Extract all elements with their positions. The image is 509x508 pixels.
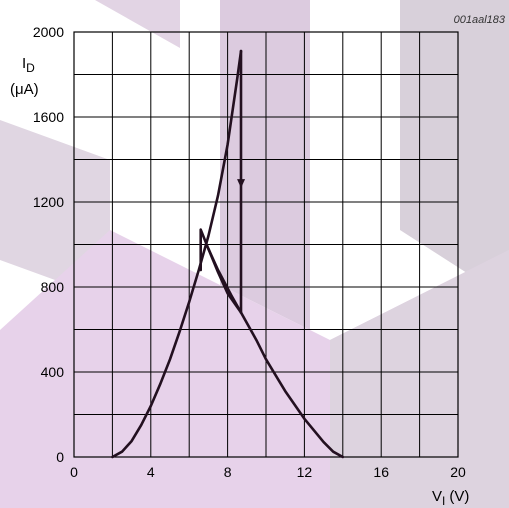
figure-reference: 001aal183 (454, 14, 506, 26)
series-line-4 (207, 247, 345, 459)
svg-text:VI(V): VI (V) (432, 488, 469, 508)
y-tick-label: 1200 (33, 194, 64, 210)
tick-labels: 0 4 8 12 16 20 0 400 800 1200 1600 2000 (33, 24, 466, 480)
x-tick-label: 8 (224, 464, 232, 480)
grid-lines (74, 32, 458, 457)
plot-border (73, 31, 459, 458)
y-tick-label: 0 (56, 449, 64, 465)
y-tick-label: 400 (41, 364, 65, 380)
x-tick-label: 12 (297, 464, 313, 480)
x-tick-label: 16 (373, 464, 389, 480)
x-axis-label: VI (V) (432, 488, 469, 508)
direction-arrow (237, 179, 246, 189)
x-tick-label: 0 (70, 464, 78, 480)
y-tick-label: 800 (41, 279, 65, 295)
series-line-1 (111, 49, 243, 459)
y-tick-label: 1600 (33, 109, 64, 125)
svg-text:(μA): (μA) (10, 81, 39, 98)
x-tick-label: 4 (147, 464, 155, 480)
x-tick-label: 20 (450, 464, 466, 480)
svg-text:ID: ID (22, 55, 35, 75)
plot-frame (73, 31, 459, 458)
data-series (111, 49, 345, 459)
y-axis-label: ID (μA) (10, 55, 39, 98)
y-tick-label: 2000 (33, 24, 64, 40)
